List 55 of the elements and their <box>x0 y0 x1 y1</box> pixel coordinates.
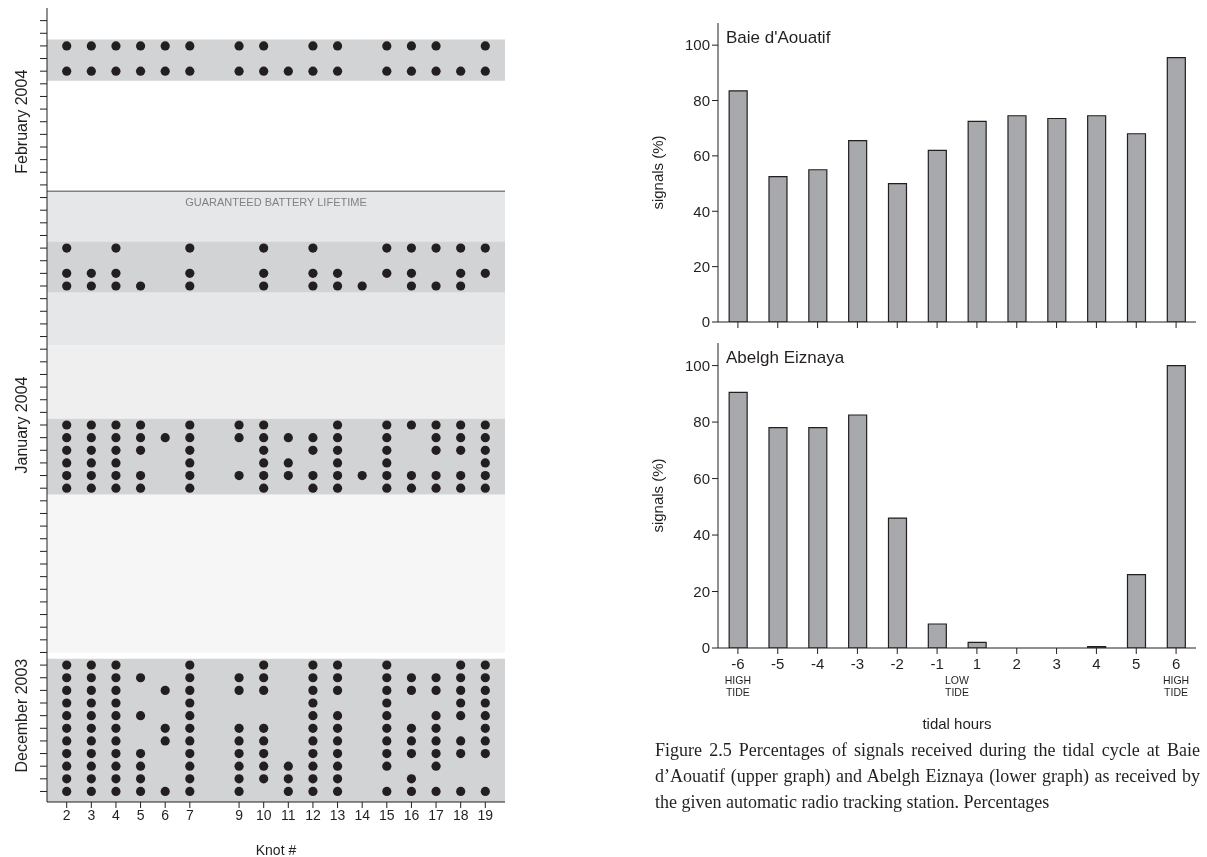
y-tick-label: 60 <box>693 147 710 165</box>
x-tick-label: 6 <box>161 806 170 823</box>
x-tick-label: 2 <box>62 806 71 823</box>
x-tick-label: 13 <box>329 806 346 823</box>
x-tick-label: 2 <box>1012 655 1021 672</box>
x-tick-label: 1 <box>972 655 982 672</box>
y-tick-label: 80 <box>693 413 710 431</box>
x-tick-label: 4 <box>1092 655 1101 672</box>
chart-title: Abelgh Eiznaya <box>726 348 845 368</box>
y-tick-label: 100 <box>684 36 710 54</box>
x-tick-label: 6 <box>1171 655 1181 672</box>
x-tick-label: 11 <box>281 806 296 823</box>
x-axis-title: Knot # <box>255 842 297 857</box>
x-tick-label: -6 <box>731 655 745 672</box>
x-tick-label: 7 <box>185 806 194 823</box>
text: LOW TIDE <box>944 674 970 698</box>
x-tick-label: -4 <box>810 655 825 672</box>
x-tick-label: 3 <box>1052 655 1061 672</box>
x-tick-label: -1 <box>930 655 944 672</box>
y-tick-label: 0 <box>701 639 710 657</box>
caption: Figure 2.5 Percentages of signals received during the tidal cycle at Baie d’Aouatif (upper graph) and Abelgh Eiznaya (lower graph) as received by the given automatic radio tracking station. Percentages <box>655 739 1200 814</box>
y-tick-label: 20 <box>693 257 710 275</box>
y-tick-label: 80 <box>693 91 710 109</box>
x-tick-label: 5 <box>1132 655 1141 672</box>
text: HIGH TIDE <box>723 674 753 698</box>
y-tick-label: January 2004 <box>13 376 31 474</box>
x-tick-label: 4 <box>112 806 121 823</box>
x-tick-label: 10 <box>255 806 272 823</box>
x-tick-label: 17 <box>428 806 445 823</box>
x-tick-label: -5 <box>771 655 785 672</box>
band-label: GUARANTEED BATTERY LIFETIME <box>185 196 367 209</box>
y-tick-label: 60 <box>693 469 710 487</box>
x-tick-label: 16 <box>403 806 420 823</box>
x-tick-label: 15 <box>379 806 395 823</box>
x-tick-label: 3 <box>87 806 96 823</box>
text: HIGH TIDE <box>1161 674 1191 698</box>
x-axis-title: tidal hours <box>922 715 992 732</box>
y-tick-label: 20 <box>693 582 710 600</box>
y-axis-title: signals (%) <box>649 135 667 210</box>
x-tick-label: 12 <box>305 806 321 823</box>
y-tick-label: December 2003 <box>13 658 31 773</box>
y-tick-label: February 2004 <box>13 69 31 174</box>
x-tick-label: -3 <box>850 655 865 672</box>
y-tick-label: 100 <box>684 356 710 374</box>
x-tick-label: 9 <box>235 806 244 823</box>
y-tick-label: 0 <box>701 313 710 331</box>
x-tick-label: -2 <box>890 655 904 672</box>
x-tick-label: 18 <box>452 806 469 823</box>
x-tick-label: 5 <box>136 806 145 823</box>
x-tick-label: 19 <box>477 806 494 823</box>
chart-title: Baie d'Aouatif <box>726 28 831 48</box>
x-tick-label: 14 <box>354 806 371 823</box>
y-tick-label: 40 <box>693 526 710 544</box>
y-axis-title: signals (%) <box>649 458 667 533</box>
y-tick-label: 40 <box>693 202 710 220</box>
